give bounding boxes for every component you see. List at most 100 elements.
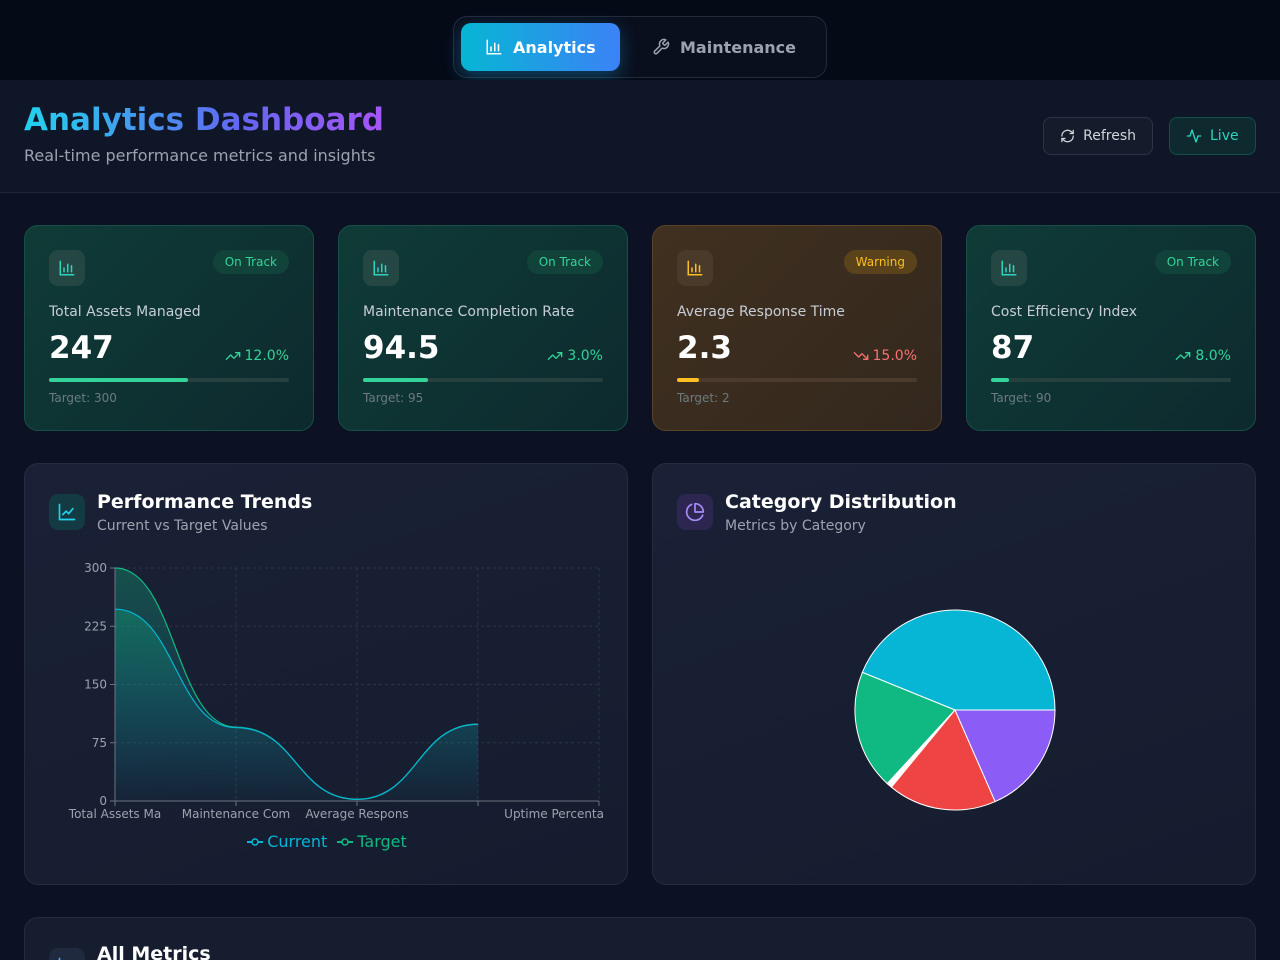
all-metrics-panel: All Metrics [24,917,1256,960]
series-line-current [114,608,479,800]
y-tick-label: 0 [99,794,107,808]
x-tick-label: Uptime Percenta [504,807,604,821]
progress-track [677,378,917,382]
legend-current[interactable]: Current [247,832,327,851]
page-title: Analytics Dashboard [24,102,384,138]
progress-fill [363,378,428,382]
bar-chart-icon [373,260,389,276]
analytics-tab-label: Analytics [513,37,596,57]
pie-slice [890,709,996,811]
status-badge: Warning [843,250,917,274]
live-button[interactable]: Live [1169,117,1256,155]
legend-current-label: Current [267,832,328,851]
bar-chart-icon [59,260,75,276]
panel-title: Performance Trends [97,491,313,513]
status-badge: On Track [212,250,289,274]
top-navigation-bar: Analytics Maintenance [0,0,1280,80]
kpi-target: Target: 90 [991,391,1052,405]
kpi-card-maintenance-completion[interactable]: On Track Maintenance Completion Rate 94.… [338,225,628,431]
pie-icon-box [677,494,713,530]
analytics-tab[interactable]: Analytics [461,23,620,71]
view-switcher: Analytics Maintenance [453,16,827,78]
kpi-change-value: 8.0% [1195,348,1231,364]
y-tick-label: 300 [84,561,107,575]
panel-subtitle: Metrics by Category [725,518,866,534]
legend-target[interactable]: Target [337,832,407,851]
kpi-change-value: 12.0% [244,348,289,364]
kpi-change-value: 3.0% [567,348,603,364]
wrench-icon [653,38,670,55]
kpi-label: Cost Efficiency Index [991,304,1138,320]
progress-track [49,378,289,382]
bar-chart-icon [1001,260,1017,276]
kpi-value: 87 [991,330,1035,366]
maintenance-tab[interactable]: Maintenance [650,23,810,71]
line-chart-icon [58,503,76,521]
progress-fill [677,378,699,382]
legend-line-icon [247,837,264,846]
pie-slice [954,709,1056,803]
progress-track [991,378,1231,382]
kpi-label: Average Response Time [677,304,845,320]
y-tick-label: 225 [84,619,107,633]
kpi-card-cost-efficiency[interactable]: On Track Cost Efficiency Index 87 8.0% T… [966,225,1256,431]
category-distribution-panel: Category Distribution Metrics by Categor… [652,463,1256,885]
refresh-icon [1061,129,1074,143]
status-badge: On Track [526,250,603,274]
performance-trends-chart: 0 75 150 225 300 Total Assets Ma Maintenance C… [68,561,604,821]
legend-target-label: Target [357,832,407,851]
activity-icon [1186,129,1202,143]
x-tick-label: Maintenance Com [182,807,291,821]
kpi-card-response-time[interactable]: Warning Average Response Time 2.3 15.0% … [652,225,942,431]
refresh-label: Refresh [1083,128,1136,144]
trending-up-icon [225,352,240,360]
panel-title: Category Distribution [725,491,957,513]
kpi-icon-box [49,250,85,286]
panel-subtitle: Current vs Target Values [97,518,268,534]
bar-chart-icon [486,39,502,55]
kpi-value: 94.5 [363,330,440,366]
kpi-change: 15.0% [853,348,917,364]
performance-trends-panel: Performance Trends Current vs Target Val… [24,463,628,885]
x-tick-label: Average Respons [305,807,408,821]
kpi-value: 247 [49,330,114,366]
kpi-target: Target: 300 [49,391,117,405]
bar-chart-icon [58,957,61,960]
progress-track [363,378,603,382]
bar-chart-icon [687,260,703,276]
trending-down-icon [853,352,868,360]
trending-up-icon [548,352,563,360]
kpi-icon-box [677,250,713,286]
kpi-change: 12.0% [225,348,289,364]
pie-chart-icon [685,502,705,522]
page-header: Analytics Dashboard Real-time performanc… [0,80,1280,193]
kpi-change-value: 15.0% [872,348,917,364]
refresh-button[interactable]: Refresh [1043,117,1153,155]
chart-legend: Current Target [25,832,629,851]
y-tick-label: 75 [92,736,107,750]
kpi-icon-box [363,250,399,286]
page-subtitle: Real-time performance metrics and insigh… [24,146,376,165]
kpi-icon-box [991,250,1027,286]
metrics-icon-box [49,948,85,960]
kpi-target: Target: 95 [363,391,424,405]
progress-fill [991,378,1009,382]
trending-up-icon [1176,352,1191,360]
kpi-change: 8.0% [1175,348,1231,364]
series-area-current [115,609,478,801]
live-label: Live [1210,128,1239,144]
maintenance-tab-label: Maintenance [680,37,797,57]
kpi-label: Total Assets Managed [49,304,201,320]
x-tick-label: Total Assets Ma [68,807,161,821]
kpi-value: 2.3 [677,330,732,366]
kpi-card-total-assets[interactable]: On Track Total Assets Managed 247 12.0% … [24,225,314,431]
y-tick-label: 150 [84,678,107,692]
category-pie-chart [854,609,1056,811]
pie-slice [854,671,956,785]
kpi-target: Target: 2 [677,391,730,405]
panel-title: All Metrics [97,943,211,960]
status-badge: On Track [1154,250,1231,274]
trend-icon-box [49,494,85,530]
kpi-change: 3.0% [547,348,603,364]
kpi-label: Maintenance Completion Rate [363,304,575,320]
